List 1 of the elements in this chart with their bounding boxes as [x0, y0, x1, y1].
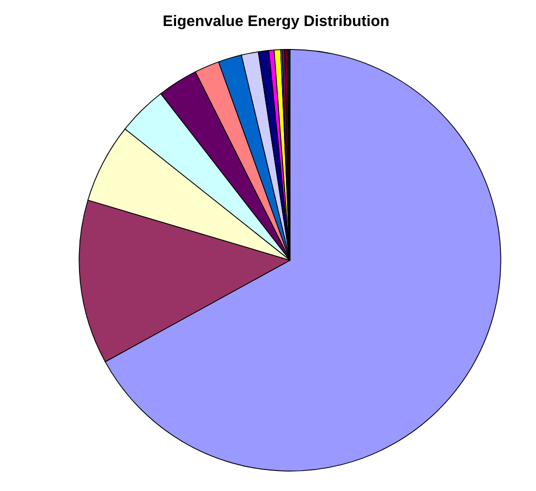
chart-title: Eigenvalue Energy Distribution	[164, 14, 388, 30]
